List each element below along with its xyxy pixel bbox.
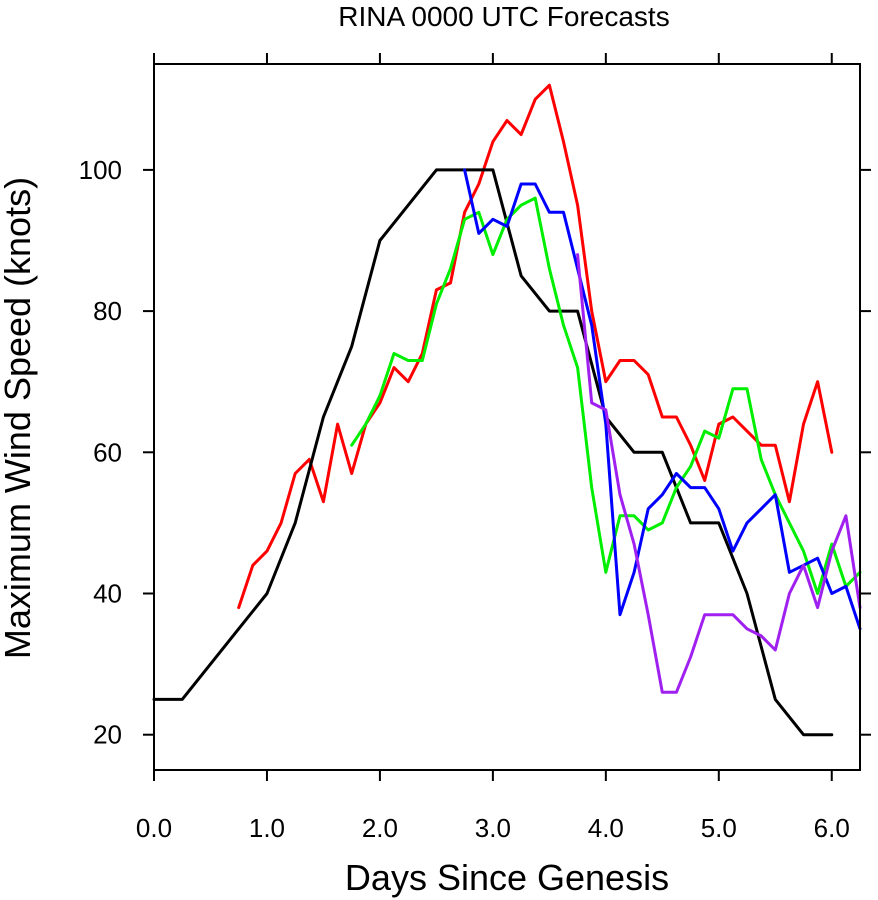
x-tick-label: 1.0 <box>249 813 285 843</box>
series-line-4 <box>463 168 862 631</box>
y-tick-label: 60 <box>93 437 122 467</box>
x-axis-title: Days Since Genesis <box>345 857 669 898</box>
series-layer <box>152 83 862 737</box>
x-tick-label: 2.0 <box>362 813 398 843</box>
chart-title: RINA 0000 UTC Forecasts <box>338 1 669 32</box>
x-tick-label: 3.0 <box>475 813 511 843</box>
ticks-layer: 0.0 1.0 2.0 3.0 4.0 5.0 6.0 20 40 60 80 100 <box>79 53 871 843</box>
x-tick-label: 4.0 <box>588 813 624 843</box>
y-tick-label: 100 <box>79 155 122 185</box>
series-line-1 <box>237 83 834 610</box>
y-tick-label: 80 <box>93 296 122 326</box>
series-line-2 <box>152 168 834 737</box>
series-line-5 <box>576 253 862 694</box>
plot-frame <box>153 63 861 771</box>
y-tick-label: 20 <box>93 720 122 750</box>
y-axis-title: Maximum Wind Speed (knots) <box>0 177 38 659</box>
x-tick-label: 6.0 <box>814 813 850 843</box>
x-tick-label: 0.0 <box>136 813 172 843</box>
x-tick-label: 5.0 <box>701 813 737 843</box>
y-tick-label: 40 <box>93 579 122 609</box>
